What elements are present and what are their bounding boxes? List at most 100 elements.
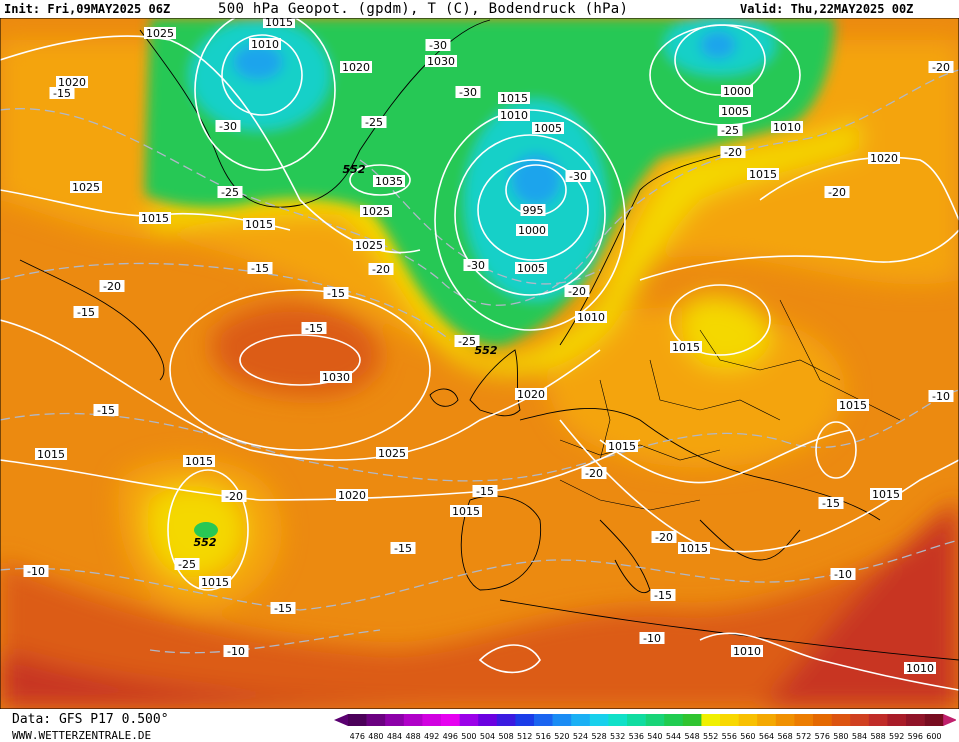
- svg-text:-10: -10: [834, 568, 852, 581]
- pressure-label: 1015: [263, 18, 295, 29]
- svg-text:1010: 1010: [906, 662, 934, 675]
- pressure-label: 1020: [340, 61, 372, 74]
- colorbar-tick-label: 524: [573, 732, 588, 741]
- svg-text:1005: 1005: [517, 262, 545, 275]
- svg-text:-15: -15: [476, 485, 494, 498]
- colorbar-tick-label: 520: [554, 732, 569, 741]
- svg-text:1015: 1015: [201, 576, 229, 589]
- colorbar-tick-label: 508: [498, 732, 513, 741]
- svg-text:1025: 1025: [146, 27, 174, 40]
- svg-text:1000: 1000: [518, 224, 546, 237]
- svg-text:-10: -10: [932, 390, 950, 403]
- colorbar-swatch: [496, 714, 516, 726]
- temperature-label: -25: [454, 335, 480, 348]
- colorbar-tick-label: 528: [591, 732, 606, 741]
- geopot-label: 552: [343, 163, 366, 176]
- colorbar-swatch: [868, 714, 888, 726]
- colorbar-tick-label: 580: [833, 732, 848, 741]
- pressure-label: 1010: [771, 121, 803, 134]
- temperature-label: -10: [830, 568, 856, 581]
- temperature-label: -25: [174, 558, 200, 571]
- svg-text:1030: 1030: [427, 55, 455, 68]
- colorbar-swatch: [366, 714, 386, 726]
- svg-text:1020: 1020: [517, 388, 545, 401]
- svg-text:-20: -20: [724, 146, 742, 159]
- pressure-label: 1015: [870, 488, 902, 501]
- weather-map[interactable]: 1025 1015 1010 1020 1020 1030 1015 1010 1005 1000…: [0, 18, 959, 709]
- colorbar-tick-label: 512: [517, 732, 532, 741]
- svg-text:-20: -20: [568, 285, 586, 298]
- pressure-label: 1015: [199, 576, 231, 589]
- colorbar-tick-label: 548: [684, 732, 699, 741]
- colorbar-swatch: [813, 714, 832, 726]
- colorbar-tick-label: 596: [908, 732, 923, 741]
- pressure-label: 1030: [320, 371, 352, 384]
- colorbar-tick-label: 504: [480, 732, 495, 741]
- pressure-label: 1025: [70, 181, 102, 194]
- svg-text:1015: 1015: [185, 455, 213, 468]
- temperature-label: -10: [223, 645, 249, 658]
- temperature-label: -10: [23, 565, 49, 578]
- svg-text:1035: 1035: [375, 175, 403, 188]
- pressure-label: 1020: [336, 489, 368, 502]
- colorbar-swatch: [757, 714, 777, 726]
- svg-text:-30: -30: [219, 120, 237, 133]
- svg-text:1010: 1010: [733, 645, 761, 658]
- colorbar-tick-label: 476: [350, 732, 365, 741]
- temperature-label: -20: [824, 186, 850, 199]
- colorbar-tick-label: 576: [815, 732, 830, 741]
- colorbar-tick-label: 560: [740, 732, 755, 741]
- svg-text:1015: 1015: [141, 212, 169, 225]
- svg-text:1015: 1015: [839, 399, 867, 412]
- pressure-label: 1025: [376, 447, 408, 460]
- field-green-cutoff-core: [194, 522, 218, 538]
- svg-text:-20: -20: [372, 263, 390, 276]
- colorbar-swatch: [831, 714, 851, 726]
- map-title: 500 hPa Geopot. (gpdm), T (C), Bodendruc…: [218, 1, 629, 17]
- colorbar-swatch: [385, 714, 405, 726]
- temperature-label: -15: [73, 306, 99, 319]
- temperature-label: -20: [99, 280, 125, 293]
- colorbar-tick-label: 600: [926, 732, 941, 741]
- field-red-southwest: [0, 650, 440, 709]
- pressure-label: 1010: [904, 662, 936, 675]
- svg-text:-15: -15: [274, 602, 292, 615]
- colorbar-tick-label: 584: [852, 732, 867, 741]
- temperature-label: -20: [564, 285, 590, 298]
- svg-text:1015: 1015: [608, 440, 636, 453]
- colorbar-tick-label: 488: [405, 732, 420, 741]
- pressure-label: 1015: [747, 168, 779, 181]
- colorbar-tick-label: 572: [796, 732, 811, 741]
- colorbar-tick-label: 516: [536, 732, 551, 741]
- pressure-label: 1020: [56, 76, 88, 89]
- svg-text:1025: 1025: [355, 239, 383, 252]
- pressure-label: 1020: [868, 152, 900, 165]
- svg-text:-20: -20: [932, 61, 950, 74]
- pressure-label: 1015: [678, 542, 710, 555]
- svg-text:1025: 1025: [362, 205, 390, 218]
- svg-text:-20: -20: [225, 490, 243, 503]
- temperature-label: -15: [818, 497, 844, 510]
- pressure-label: 1025: [353, 239, 385, 252]
- colorbar-tick-label: 480: [368, 732, 383, 741]
- colorbar-swatch: [348, 714, 367, 726]
- temperature-label: -10: [928, 390, 954, 403]
- svg-text:1015: 1015: [500, 92, 528, 105]
- colorbar-tick-label: 496: [443, 732, 458, 741]
- temperature-labels: -15-30-30-25-30 -25-20-30-25 -20-20-15 -20-…: [23, 39, 954, 658]
- temperature-label: -15: [301, 322, 327, 335]
- colorbar-tick-label: 544: [666, 732, 681, 741]
- geopot-label: 552: [475, 344, 498, 357]
- colorbar-swatch: [515, 714, 535, 726]
- pressure-label: 1015: [606, 440, 638, 453]
- pressure-label: 1000: [721, 85, 753, 98]
- temperature-label: -20: [368, 263, 394, 276]
- svg-text:-25: -25: [458, 335, 476, 348]
- colorbar-swatch: [701, 714, 721, 726]
- pressure-label: 1005: [719, 105, 751, 118]
- svg-text:-15: -15: [305, 322, 323, 335]
- colorbar-swatch: [552, 714, 572, 726]
- pressure-label: 1010: [249, 38, 281, 51]
- svg-text:1010: 1010: [773, 121, 801, 134]
- svg-text:1010: 1010: [500, 109, 528, 122]
